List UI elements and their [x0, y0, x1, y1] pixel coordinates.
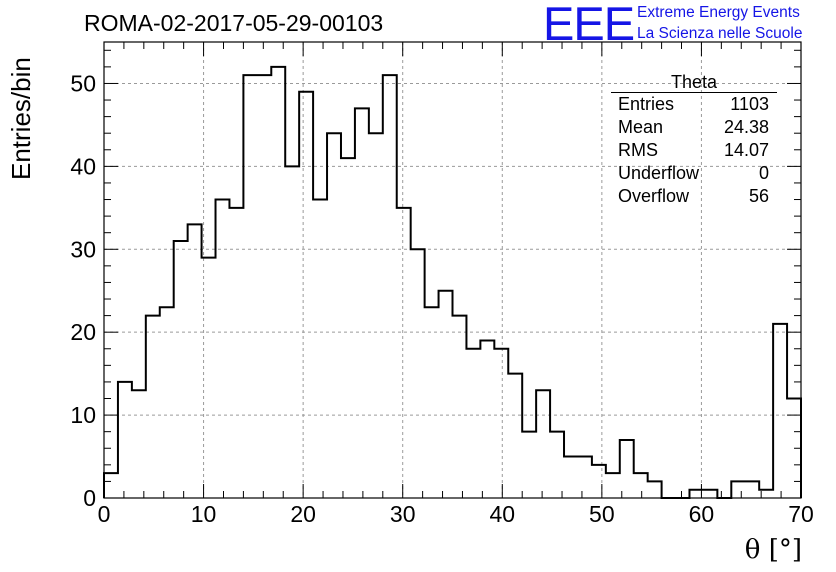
stats-row-underflow: Underflow 0	[611, 162, 777, 185]
plot-frame	[103, 41, 802, 499]
histogram-bin	[787, 399, 801, 498]
stats-row-mean: Mean 24.38	[611, 116, 777, 139]
histogram-bin	[341, 158, 355, 498]
histogram-bin	[731, 481, 745, 498]
histogram-bin	[257, 75, 271, 498]
histogram-bin	[453, 316, 467, 498]
histogram-bin	[188, 224, 202, 498]
histogram-bin	[550, 432, 564, 498]
histogram-bin	[104, 473, 118, 498]
histogram-bin	[118, 382, 132, 498]
histogram-bin	[146, 316, 160, 498]
histogram-bin	[202, 258, 216, 498]
histogram-bin	[494, 349, 508, 498]
histogram-bin	[745, 481, 759, 498]
histogram-bin	[592, 465, 606, 498]
histogram-bin	[759, 490, 773, 498]
histogram-bin	[522, 432, 536, 498]
histogram-bin	[564, 457, 578, 498]
histogram-bin	[634, 473, 648, 498]
histogram-bin	[397, 208, 411, 498]
x-tick-label: 0	[98, 501, 111, 527]
histogram-bin	[174, 241, 188, 498]
stats-row-overflow: Overflow 56	[611, 185, 777, 208]
y-tick-label: 10	[70, 402, 96, 428]
histogram-bin	[620, 440, 634, 498]
histogram-bin	[299, 92, 313, 498]
histogram-bin	[689, 490, 703, 498]
histogram-bin	[439, 291, 453, 498]
y-tick-label: 50	[70, 70, 96, 96]
eee-logo: EEE	[543, 0, 635, 50]
stats-label: Underflow	[618, 163, 700, 183]
histogram-bin	[425, 307, 439, 498]
histogram-bin	[369, 133, 383, 498]
histogram-bin	[229, 208, 243, 498]
stats-label: Overflow	[618, 186, 690, 206]
histogram-bin	[648, 481, 662, 498]
histogram-bin	[703, 490, 717, 498]
y-tick-label: 30	[70, 236, 96, 262]
histogram-bin	[578, 457, 592, 498]
x-axis-label: θ [°]	[744, 535, 802, 565]
histogram-bin	[606, 473, 620, 498]
histogram-bin	[383, 75, 397, 498]
histogram-bin	[480, 340, 494, 498]
logo-line-1: Extreme Energy Events	[637, 4, 800, 21]
histogram-bin	[160, 307, 174, 498]
x-tick-label: 60	[689, 501, 715, 527]
stats-value: 24.38	[723, 117, 769, 137]
stats-label: RMS	[618, 140, 658, 160]
x-tick-label: 40	[489, 501, 515, 527]
y-axis-label: Entries/bin	[6, 57, 36, 180]
chart-title: ROMA-02-2017-05-29-00103	[84, 10, 384, 36]
histogram-bin	[411, 249, 425, 498]
histogram-bin	[216, 200, 230, 498]
stats-value: 14.07	[723, 140, 769, 160]
histogram-bin	[243, 75, 257, 498]
stats-value: 0	[758, 163, 769, 183]
x-tick-label: 50	[589, 501, 615, 527]
stats-label: Entries	[618, 94, 675, 114]
histogram-bin	[327, 133, 341, 498]
x-tick-label: 20	[290, 501, 316, 527]
stats-value: 56	[748, 186, 769, 206]
y-tick-label: 0	[83, 485, 96, 511]
histogram-bin	[773, 324, 787, 498]
histogram-bin	[466, 349, 480, 498]
histogram-bin	[285, 166, 299, 498]
histogram-bin	[536, 390, 550, 498]
stats-row-rms: RMS 14.07	[611, 139, 777, 162]
stats-label: Mean	[618, 117, 664, 137]
y-tick-label: 40	[70, 153, 96, 179]
histogram-bin	[355, 108, 369, 498]
histogram-bin	[132, 390, 146, 498]
histogram-bin	[313, 200, 327, 498]
histogram-outline	[103, 65, 802, 499]
histogram-bin	[508, 374, 522, 498]
stats-box: Theta Entries 1103 Mean 24.38 RMS 14.07 …	[611, 72, 777, 208]
x-tick-label: 30	[390, 501, 416, 527]
x-tick-label: 10	[191, 501, 217, 527]
stats-row-entries: Entries 1103	[611, 93, 777, 116]
y-tick-label: 20	[70, 319, 96, 345]
x-tick-label: 70	[788, 501, 814, 527]
histogram-bin	[271, 67, 285, 498]
stats-value: 1103	[730, 94, 769, 114]
logo-line-2: La Scienza nelle Scuole	[637, 25, 803, 42]
stats-title: Theta	[611, 72, 777, 93]
